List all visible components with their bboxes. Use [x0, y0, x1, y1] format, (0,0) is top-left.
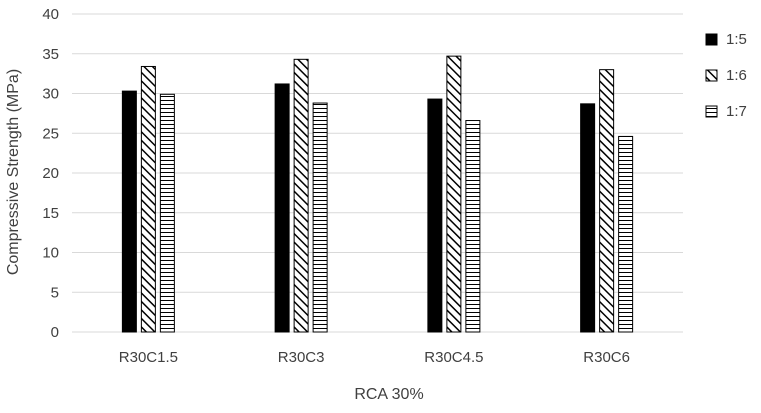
x-tick-label: R30C6	[583, 349, 630, 366]
bar-1-6-R30C4.5	[446, 55, 462, 333]
bar-1-5-R30C1.5	[121, 90, 137, 333]
y-tick-label: 20	[42, 165, 59, 182]
y-tick-label: 5	[51, 284, 59, 301]
legend-label: 1:5	[726, 31, 747, 48]
bar-1-5-R30C4.5	[427, 98, 443, 333]
y-tick-label: 35	[42, 46, 59, 63]
bar-1-6-R30C1.5	[140, 65, 156, 333]
bar-1-7-R30C1.5	[159, 93, 175, 333]
legend-swatch	[705, 33, 718, 46]
bar-1-5-R30C6	[580, 103, 596, 333]
legend-label: 1:6	[726, 67, 747, 84]
bar-1-6-R30C6	[599, 69, 615, 333]
y-tick-label: 40	[42, 6, 59, 23]
x-axis-ticks: R30C1.5 R30C3 R30C4.5 R30C6	[119, 349, 630, 366]
x-tick-label: R30C1.5	[119, 349, 178, 366]
y-tick-label: 0	[51, 324, 59, 341]
bars	[121, 55, 634, 333]
y-tick-label: 25	[42, 125, 59, 142]
y-axis-ticks: 0 5 10 15 20 25 30 35 40	[42, 6, 59, 341]
y-tick-label: 30	[42, 86, 59, 103]
legend-swatch	[705, 69, 718, 82]
bar-1-6-R30C3	[293, 58, 309, 333]
y-axis-title: Compressive Strength (MPa)	[5, 69, 22, 275]
bar-1-7-R30C6	[618, 135, 634, 333]
x-axis-title: RCA 30%	[354, 386, 423, 403]
x-tick-label: R30C4.5	[424, 349, 483, 366]
bar-1-5-R30C3	[274, 83, 290, 333]
y-tick-label: 15	[42, 205, 59, 222]
legend-swatch	[705, 105, 718, 118]
bar-1-7-R30C3	[312, 102, 328, 333]
legend: 1:5 1:6 1:7	[705, 31, 747, 120]
y-tick-label: 10	[42, 245, 59, 262]
x-tick-label: R30C3	[278, 349, 325, 366]
legend-label: 1:7	[726, 103, 747, 120]
bar-1-7-R30C4.5	[465, 120, 481, 333]
